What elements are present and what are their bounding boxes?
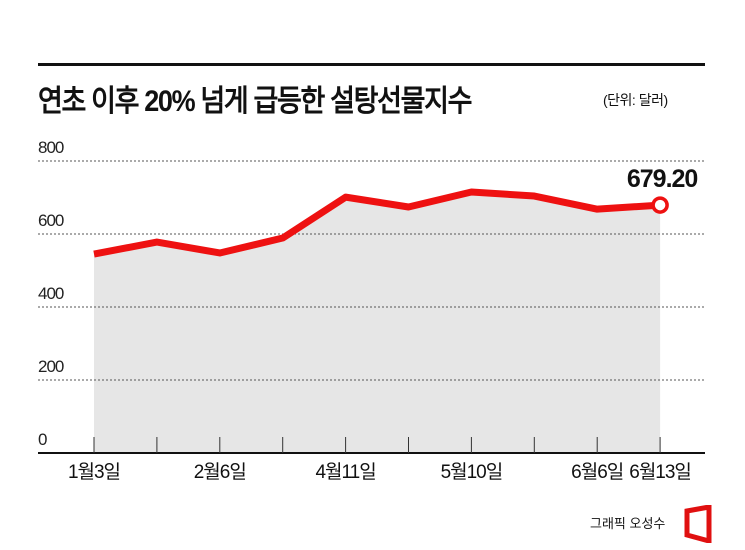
chart-title: 연초 이후 20% 넘게 급등한 설탕선물지수 [38, 85, 472, 118]
credit-text: 그래픽 오성수 [590, 516, 666, 531]
x-tick-label: 6월13일 [629, 461, 691, 483]
y-tick-label: 0 [38, 430, 47, 449]
unit-label: (단위: 달러) [603, 92, 668, 108]
y-tick-label: 600 [38, 211, 64, 230]
y-tick-label: 800 [38, 138, 64, 157]
x-tick-label: 1월3일 [68, 461, 120, 483]
x-tick-label: 2월6일 [194, 461, 246, 483]
data-line [93, 188, 661, 258]
y-tick-label: 400 [38, 284, 64, 303]
end-point-marker [651, 196, 669, 214]
logo-icon [684, 505, 712, 543]
value-annotation: 679.20 [627, 165, 698, 193]
x-tick-label: 6월6일 [571, 461, 623, 483]
x-tick-label: 5월10일 [441, 461, 503, 483]
x-tick-label: 4월11일 [315, 461, 375, 483]
area-fill [94, 192, 661, 453]
y-tick-label: 200 [38, 357, 64, 376]
title-rule [38, 63, 705, 66]
